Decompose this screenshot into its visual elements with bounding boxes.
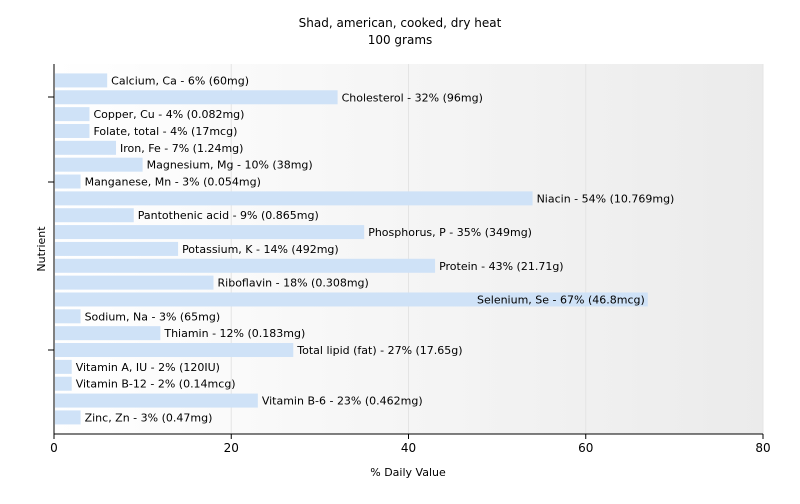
bar-label: Iron, Fe - 7% (1.24mg) bbox=[120, 142, 243, 155]
bar-label: Cholesterol - 32% (96mg) bbox=[342, 91, 483, 104]
x-tick-labels: 0 20 40 60 80 bbox=[50, 441, 770, 455]
bar bbox=[55, 73, 108, 88]
bar bbox=[55, 393, 258, 408]
bar-label: Folate, total - 4% (17mcg) bbox=[93, 125, 237, 138]
bar bbox=[55, 376, 72, 391]
axes-group bbox=[48, 64, 764, 439]
gridlines bbox=[230, 64, 764, 434]
x-tick-label: 0 bbox=[50, 441, 58, 455]
chart-title: Shad, american, cooked, dry heat bbox=[299, 16, 502, 30]
x-tick-label: 80 bbox=[755, 441, 770, 455]
bar bbox=[55, 326, 161, 341]
x-tick-label: 40 bbox=[401, 441, 416, 455]
bar-label: Riboflavin - 18% (0.308mg) bbox=[218, 277, 369, 290]
bar-label: Calcium, Ca - 6% (60mg) bbox=[111, 74, 249, 87]
bar bbox=[55, 123, 90, 138]
bar-label: Total lipid (fat) - 27% (17.65g) bbox=[296, 344, 462, 357]
bar-label: Thiamin - 12% (0.183mg) bbox=[163, 327, 305, 340]
bar bbox=[55, 241, 179, 256]
x-tick-label: 20 bbox=[224, 441, 239, 455]
bar-label: Protein - 43% (21.71g) bbox=[439, 260, 564, 273]
bar bbox=[55, 309, 81, 324]
bar-label: Vitamin B-6 - 23% (0.462mg) bbox=[262, 395, 423, 408]
bar bbox=[55, 410, 81, 425]
bar bbox=[55, 275, 214, 290]
bar-label: Zinc, Zn - 3% (0.47mg) bbox=[85, 411, 213, 424]
bar-label: Pantothenic acid - 9% (0.865mg) bbox=[138, 209, 319, 222]
bar-label: Vitamin B-12 - 2% (0.14mcg) bbox=[76, 378, 236, 391]
bar-label: Vitamin A, IU - 2% (120IU) bbox=[76, 361, 220, 374]
x-tick-label: 60 bbox=[578, 441, 593, 455]
bar bbox=[55, 225, 365, 240]
bar-label: Niacin - 54% (10.769mg) bbox=[537, 192, 675, 205]
bar bbox=[55, 208, 134, 223]
bar-label: Potassium, K - 14% (492mg) bbox=[182, 243, 339, 256]
bar-label: Sodium, Na - 3% (65mg) bbox=[85, 310, 221, 323]
chart-subtitle: 100 grams bbox=[368, 33, 433, 47]
bar bbox=[55, 359, 72, 374]
bar bbox=[55, 292, 648, 307]
bar bbox=[55, 191, 533, 206]
bar-label: Manganese, Mn - 3% (0.054mg) bbox=[85, 176, 261, 189]
bar bbox=[55, 90, 338, 105]
bar bbox=[55, 174, 81, 189]
bar-label: Phosphorus, P - 35% (349mg) bbox=[368, 226, 532, 239]
bar-label: Magnesium, Mg - 10% (38mg) bbox=[147, 159, 313, 172]
bar-label: Copper, Cu - 4% (0.082mg) bbox=[93, 108, 244, 121]
y-axis-label: Nutrient bbox=[35, 226, 48, 272]
bar bbox=[55, 107, 90, 122]
x-axis-label: % Daily Value bbox=[370, 466, 446, 479]
bar bbox=[55, 343, 294, 358]
bar bbox=[55, 157, 143, 172]
bar-labels-group: Calcium, Ca - 6% (60mg) Cholesterol - 32%… bbox=[76, 74, 675, 424]
bar bbox=[55, 140, 117, 155]
bar-label: Selenium, Se - 67% (46.8mcg) bbox=[477, 293, 645, 306]
bars-group bbox=[55, 73, 648, 425]
bar bbox=[55, 258, 436, 273]
